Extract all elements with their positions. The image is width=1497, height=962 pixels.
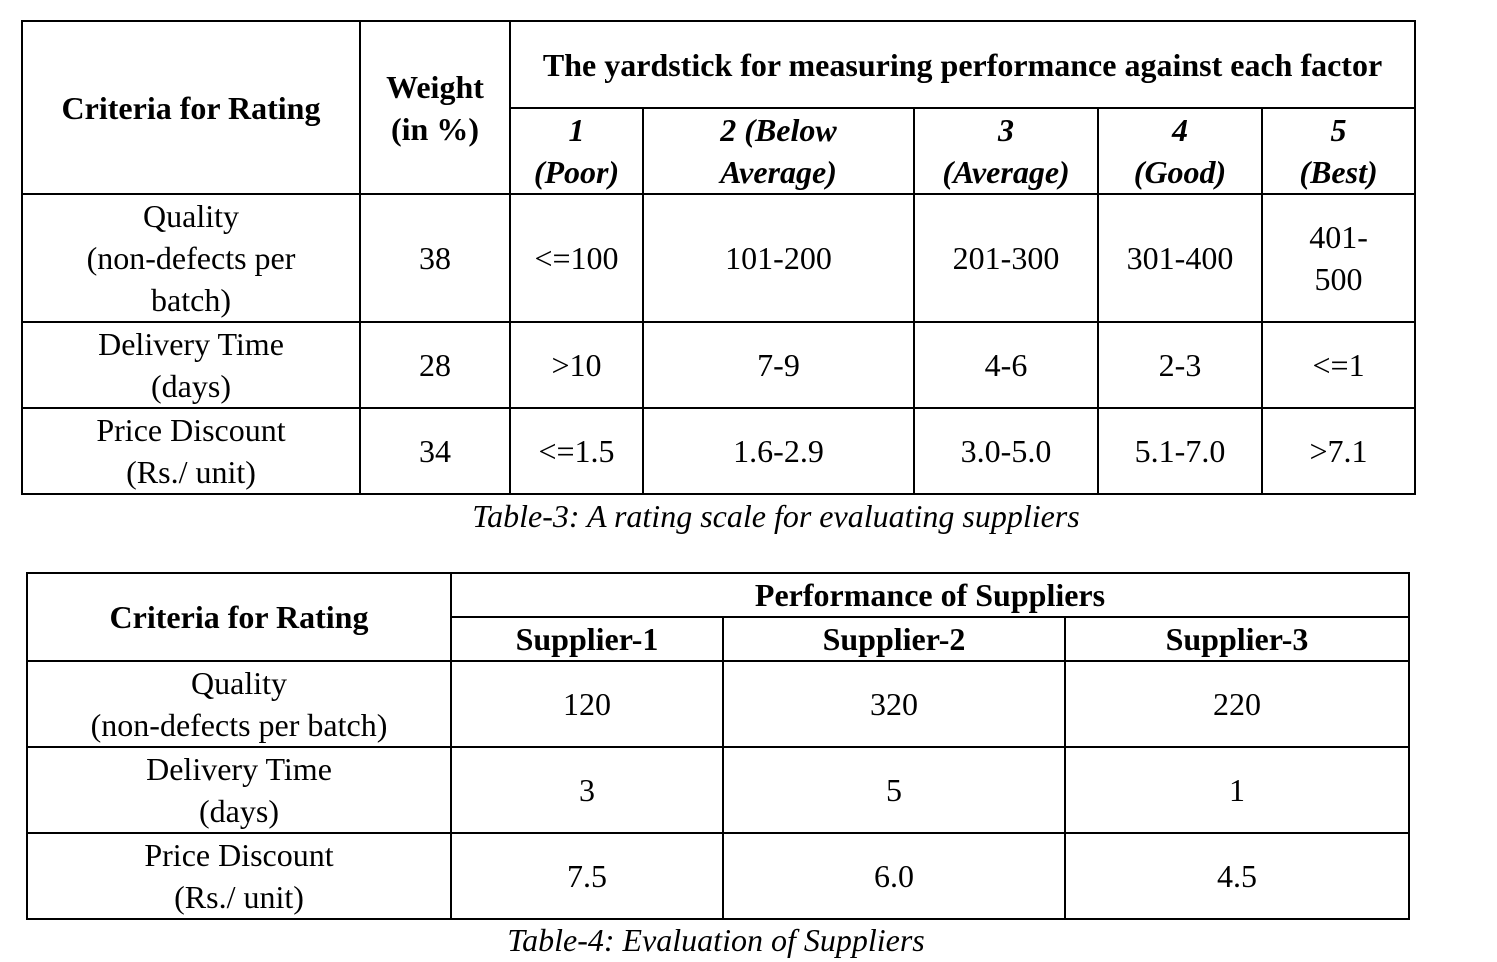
scale-4-label: (Good) xyxy=(1133,154,1227,190)
row-weight: 28 xyxy=(359,321,511,409)
header-weight-line1: Weight xyxy=(386,68,484,105)
header-supplier-3: Supplier-3 xyxy=(1063,616,1411,662)
row-criteria-quality: Quality (non-defects per batch) xyxy=(26,660,452,748)
table-row: Price Discount (Rs./ unit) 34 <=1.5 1.6-… xyxy=(21,407,1417,495)
supplier-value: 120 xyxy=(450,660,724,748)
scale-2-label: Average) xyxy=(720,154,837,190)
row-weight: 38 xyxy=(359,193,511,323)
supplier-value: 7.5 xyxy=(450,832,724,920)
scale-cell: 301-400 xyxy=(1097,193,1263,323)
criteria-line2: (Rs./ unit) xyxy=(174,879,304,915)
header-supplier-1: Supplier-1 xyxy=(450,616,724,662)
supplier-value: 4.5 xyxy=(1063,832,1411,920)
scale-cell: >10 xyxy=(509,321,644,409)
scale-5-number: 5 xyxy=(1330,112,1347,148)
criteria-line2: (days) xyxy=(151,368,231,404)
table4-caption: Table-4: Evaluation of Suppliers xyxy=(507,922,925,958)
scale-cell: <=1.5 xyxy=(509,407,644,495)
supplier-value: 1 xyxy=(1063,746,1411,834)
header-weight-line2: (in %) xyxy=(391,110,479,147)
table3-caption: Table-3: A rating scale for evaluating s… xyxy=(472,498,1080,534)
scale-cell: 401- 500 xyxy=(1260,193,1417,323)
supplier-value: 320 xyxy=(722,660,1066,748)
scale-4-header: 4 (Good) xyxy=(1097,107,1263,195)
scale-cell: 101-200 xyxy=(642,193,915,323)
table-row: Delivery Time (days) 3 5 1 xyxy=(26,746,1411,834)
scale-1-number: 1 xyxy=(568,112,585,148)
header-yardstick: The yardstick for measuring performance … xyxy=(508,20,1417,109)
supplier-value: 220 xyxy=(1063,660,1411,748)
row-criteria-delivery: Delivery Time (days) xyxy=(26,746,452,834)
supplier-value: 3 xyxy=(450,746,724,834)
row-criteria-quality: Quality (non-defects per batch) xyxy=(21,193,361,323)
header-criteria: Criteria for Rating xyxy=(26,572,452,662)
scale-2-header: 2 (Below Average) xyxy=(642,107,915,195)
criteria-line3: batch) xyxy=(151,282,231,318)
supplier-evaluation-table: Criteria for Rating Performance of Suppl… xyxy=(26,572,1411,920)
scale-1-header: 1 (Poor) xyxy=(509,107,644,195)
scale-2-number: 2 (Below xyxy=(720,112,837,148)
row-criteria-price: Price Discount (Rs./ unit) xyxy=(26,832,452,920)
row-weight: 34 xyxy=(359,407,511,495)
row-criteria-delivery: Delivery Time (days) xyxy=(21,321,361,409)
scale-3-number: 3 xyxy=(998,112,1014,148)
criteria-line2: (days) xyxy=(199,793,279,829)
scale-cell: 2-3 xyxy=(1097,321,1263,409)
criteria-line1: Price Discount xyxy=(144,837,334,873)
table-row: Quality (non-defects per batch) 38 <=100… xyxy=(21,193,1417,323)
scale-cell: 4-6 xyxy=(913,321,1099,409)
scale-5-label: (Best) xyxy=(1299,154,1378,190)
supplier-value: 6.0 xyxy=(722,832,1066,920)
header-performance: Performance of Suppliers xyxy=(449,572,1411,618)
scale-cell: <=1 xyxy=(1260,321,1417,409)
criteria-line1: Quality xyxy=(191,665,287,701)
scale-cell: 3.0-5.0 xyxy=(913,407,1099,495)
scale-cell-line1: 401- xyxy=(1309,219,1368,255)
criteria-line1: Delivery Time xyxy=(98,326,284,362)
header-criteria: Criteria for Rating xyxy=(21,20,361,195)
criteria-line2: (non-defects per batch) xyxy=(90,707,388,743)
table-row: Price Discount (Rs./ unit) 7.5 6.0 4.5 xyxy=(26,832,1411,920)
scale-cell-line2: 500 xyxy=(1314,261,1363,297)
scale-3-header: 3 (Average) xyxy=(913,107,1099,195)
scale-1-label: (Poor) xyxy=(533,154,620,190)
scale-cell: <=100 xyxy=(509,193,644,323)
header-weight: Weight (in %) xyxy=(359,20,511,195)
rating-scale-table: Criteria for Rating Weight (in %) The ya… xyxy=(21,20,1417,495)
scale-cell: >7.1 xyxy=(1260,407,1417,495)
scale-3-label: (Average) xyxy=(942,154,1070,190)
scale-cell: 201-300 xyxy=(913,193,1099,323)
criteria-line2: (non-defects per xyxy=(86,240,296,276)
scale-cell: 1.6-2.9 xyxy=(642,407,915,495)
criteria-line1: Delivery Time xyxy=(146,751,332,787)
scale-5-header: 5 (Best) xyxy=(1260,107,1417,195)
row-criteria-price: Price Discount (Rs./ unit) xyxy=(21,407,361,495)
criteria-line2: (Rs./ unit) xyxy=(126,454,256,490)
scale-cell: 7-9 xyxy=(642,321,915,409)
supplier-value: 5 xyxy=(722,746,1066,834)
scale-cell: 5.1-7.0 xyxy=(1097,407,1263,495)
table-row: Delivery Time (days) 28 >10 7-9 4-6 2-3 … xyxy=(21,321,1417,409)
table-row: Quality (non-defects per batch) 120 320 … xyxy=(26,660,1411,748)
criteria-line1: Price Discount xyxy=(96,412,286,448)
criteria-line1: Quality xyxy=(143,198,239,234)
scale-4-number: 4 xyxy=(1172,112,1188,148)
header-supplier-2: Supplier-2 xyxy=(722,616,1066,662)
